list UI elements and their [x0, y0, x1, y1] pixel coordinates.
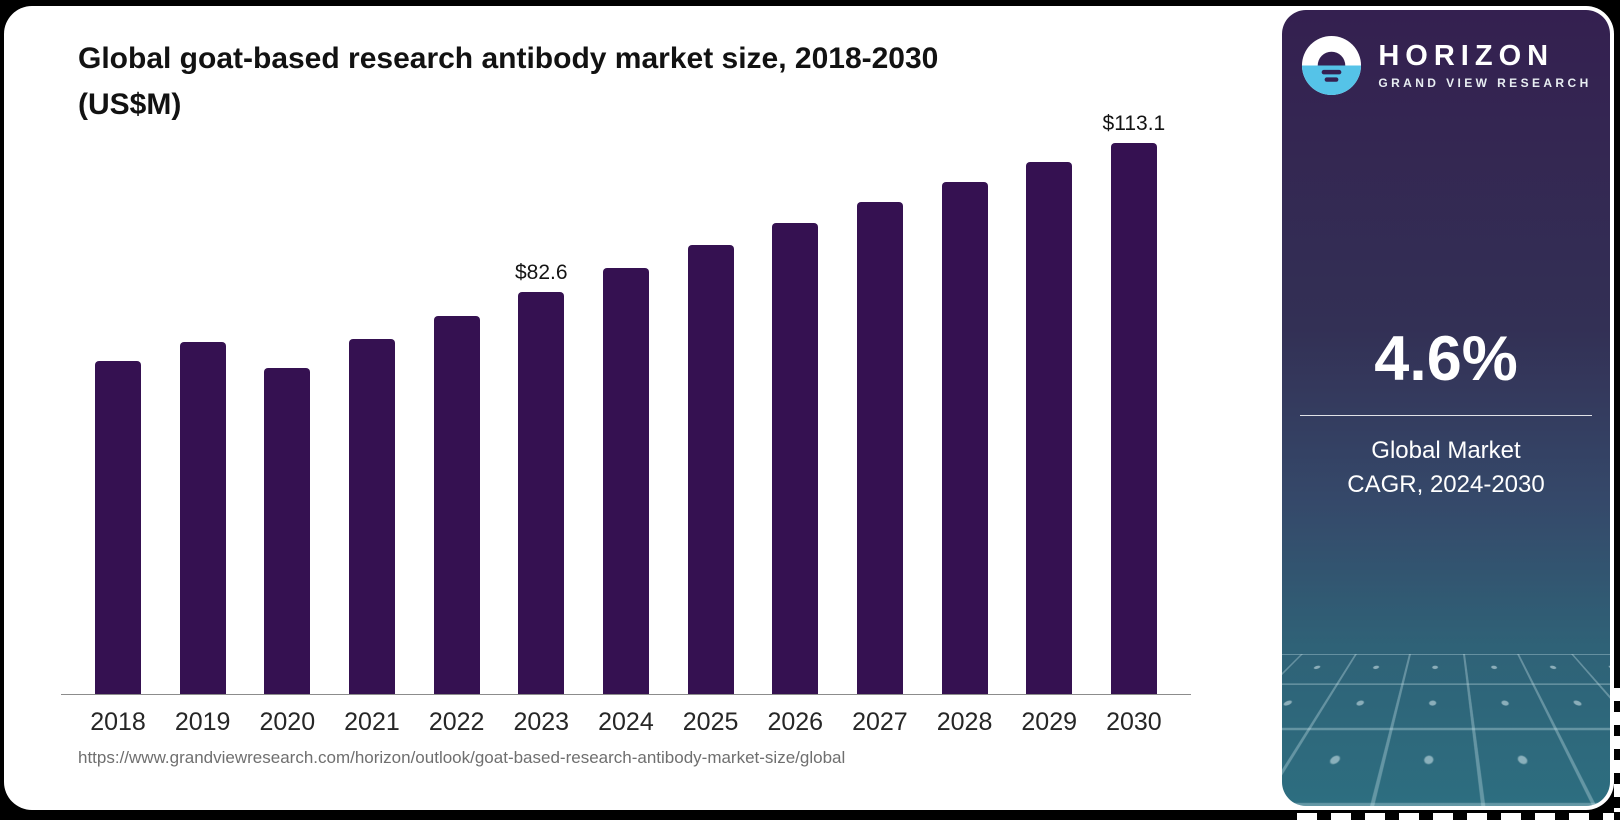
bar-2019 — [179, 342, 226, 694]
x-axis-label-2019: 2019 — [174, 708, 231, 736]
bar-rect-2026 — [772, 223, 819, 694]
x-axis-label-2026: 2026 — [767, 708, 824, 736]
chart-title-line2: (US$M) — [78, 88, 182, 121]
bar-2021 — [348, 339, 395, 694]
cagr-label-line2: CAGR, 2024-2030 — [1347, 471, 1545, 498]
brand-sidebar: HORIZON GRAND VIEW RESEARCH 4.6% Global … — [1282, 10, 1610, 806]
bar-value-label-2030: $113.1 — [1102, 112, 1166, 135]
bar-rect-2029 — [1026, 162, 1073, 694]
cagr-block: 4.6% Global Market CAGR, 2024-2030 — [1282, 328, 1610, 502]
chart-title: Global goat-based research antibody mark… — [78, 36, 1128, 128]
x-axis-label-2025: 2025 — [682, 708, 739, 736]
x-axis-labels: 2018 2019 2020 2021 2022 2023 2024 2025 2026 2027… — [61, 708, 1191, 737]
horizon-logo-icon — [1302, 35, 1362, 96]
bottom-dashed-border — [1297, 813, 1614, 820]
wireframe-mesh-decoration — [1282, 654, 1610, 806]
x-axis-label-2018: 2018 — [90, 708, 146, 736]
bar-2024 — [602, 268, 649, 694]
bar-rect-2021 — [348, 339, 395, 694]
x-axis-label-2024: 2024 — [598, 708, 654, 736]
bar-2018 — [95, 361, 141, 694]
bar-rect-2020 — [264, 368, 311, 694]
x-axis-label-2020: 2020 — [259, 708, 316, 736]
bar-rect-2022 — [433, 316, 480, 694]
x-axis-label-2021: 2021 — [344, 708, 400, 736]
bar-chart: $82.6 $113.1 2018 2019 2020 2021 2022 2023 2024… — [61, 112, 1191, 737]
bar-rect-2019 — [179, 342, 226, 694]
brand-subtitle: GRAND VIEW RESEARCH — [1378, 75, 1592, 90]
x-axis-label-2023: 2023 — [513, 708, 570, 736]
bar-2030: $113.1 — [1103, 112, 1165, 694]
bar-2025 — [687, 245, 734, 694]
chart-title-line1: Global goat-based research antibody mark… — [78, 42, 939, 75]
bar-rect-2030 — [1110, 143, 1157, 694]
bar-rect-2027 — [856, 202, 903, 694]
bar-rect-2023 — [518, 292, 565, 694]
bar-2023: $82.6 — [515, 261, 568, 694]
bar-2022 — [433, 316, 480, 694]
cagr-value: 4.6% — [1374, 324, 1518, 394]
cagr-label: Global Market CAGR, 2024-2030 — [1282, 434, 1610, 502]
bar-2029 — [1026, 162, 1073, 694]
x-axis-label-2030: 2030 — [1106, 708, 1162, 736]
bar-value-label-2023: $82.6 — [515, 261, 568, 284]
bar-rect-2028 — [941, 182, 988, 694]
bar-2020 — [264, 368, 311, 694]
bar-2028 — [941, 182, 988, 694]
cagr-label-line1: Global Market — [1371, 437, 1521, 464]
bar-rect-2018 — [95, 361, 141, 694]
source-url: https://www.grandviewresearch.com/horizo… — [78, 748, 846, 767]
brand-text-block: HORIZON GRAND VIEW RESEARCH — [1378, 39, 1592, 90]
infographic-card: Global goat-based research antibody mark… — [4, 6, 1614, 810]
brand-name: HORIZON — [1378, 39, 1555, 72]
x-axis-label-2027: 2027 — [852, 708, 908, 736]
bar-rect-2024 — [602, 268, 649, 694]
bar-2026 — [772, 223, 819, 694]
bar-rect-2025 — [687, 245, 734, 694]
x-axis-label-2028: 2028 — [936, 708, 993, 736]
right-dashed-border — [1614, 688, 1620, 812]
cagr-divider — [1300, 415, 1592, 416]
x-axis-label-2029: 2029 — [1021, 708, 1078, 736]
bar-plot: $82.6 $113.1 — [61, 112, 1191, 695]
brand-logo-row: HORIZON GRAND VIEW RESEARCH — [1282, 34, 1610, 97]
x-axis-label-2022: 2022 — [428, 708, 485, 736]
bar-2027 — [856, 202, 903, 694]
